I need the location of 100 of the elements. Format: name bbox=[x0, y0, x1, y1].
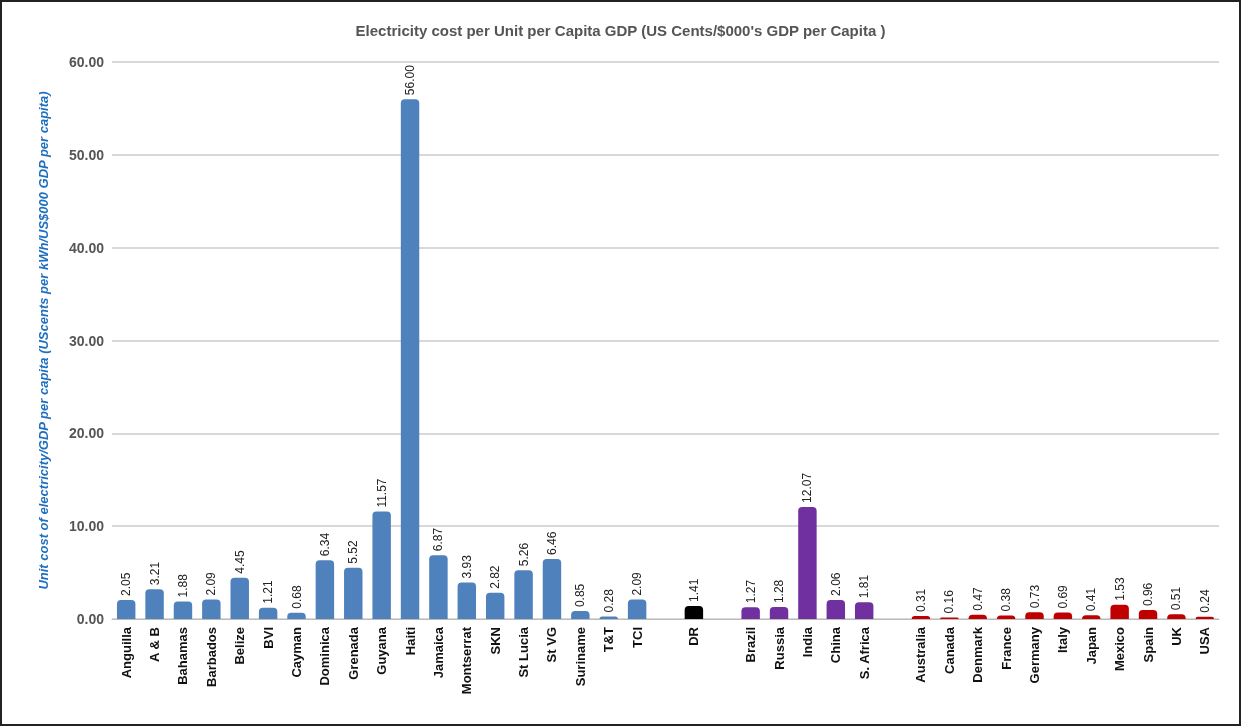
x-tick-label: A & B bbox=[147, 627, 163, 662]
x-tick-label: Spain bbox=[1140, 626, 1156, 663]
x-tick-label: Belize bbox=[232, 627, 248, 665]
data-label: 0.85 bbox=[573, 583, 588, 608]
data-label: 3.21 bbox=[147, 561, 162, 586]
bar bbox=[457, 582, 477, 619]
x-tick-label: Haiti bbox=[402, 627, 418, 656]
x-tick-label: UK bbox=[1168, 626, 1184, 646]
x-tick-label: Germany bbox=[1027, 626, 1042, 684]
bar bbox=[258, 607, 278, 619]
bar bbox=[116, 599, 136, 619]
data-label: 1.21 bbox=[261, 580, 276, 604]
data-label: 0.28 bbox=[601, 588, 616, 613]
x-tick-label: China bbox=[828, 626, 844, 664]
x-tick-label: Japan bbox=[1083, 626, 1099, 665]
data-label: 6.46 bbox=[544, 531, 559, 556]
data-label: 2.06 bbox=[828, 572, 843, 596]
x-tick-label: Bahamas bbox=[175, 627, 191, 685]
x-tick-label: Australia bbox=[913, 626, 929, 683]
bar bbox=[684, 605, 704, 619]
data-label: 2.82 bbox=[488, 565, 503, 589]
x-tick-label: USA bbox=[1197, 626, 1213, 655]
data-label: 0.38 bbox=[999, 587, 1014, 612]
bar bbox=[1110, 604, 1129, 619]
y-tick-label: 40.00 bbox=[68, 239, 105, 256]
x-tick-label: Italy bbox=[1055, 626, 1071, 654]
x-tick-label: Montserrat bbox=[459, 626, 475, 695]
data-label: 5.26 bbox=[516, 542, 531, 567]
data-label: 0.51 bbox=[1169, 586, 1184, 611]
data-label: 0.47 bbox=[970, 586, 985, 611]
bar bbox=[173, 601, 193, 619]
data-label: 0.31 bbox=[913, 588, 928, 613]
data-label: 1.81 bbox=[857, 574, 872, 599]
data-label: 0.41 bbox=[1084, 587, 1099, 612]
x-tick-label: S. Africa bbox=[856, 626, 872, 680]
x-tick-label: St VG bbox=[544, 627, 560, 663]
bar bbox=[429, 555, 448, 619]
data-label: 1.27 bbox=[743, 579, 758, 604]
bar bbox=[372, 511, 391, 619]
bar bbox=[798, 506, 817, 619]
bar bbox=[542, 559, 562, 619]
data-label: 1.28 bbox=[772, 579, 787, 604]
data-label: 3.93 bbox=[459, 554, 474, 579]
x-tick-label: Dominica bbox=[317, 626, 333, 686]
data-label: 11.57 bbox=[374, 478, 389, 508]
x-tick-label: TCI bbox=[629, 627, 645, 648]
x-tick-label: DR bbox=[686, 626, 702, 646]
data-label: 0.69 bbox=[1055, 584, 1070, 609]
x-tick-label: France bbox=[998, 627, 1014, 670]
x-tick-label: Anguilla bbox=[118, 626, 134, 679]
x-tick-label: Mexico bbox=[1112, 626, 1128, 672]
bar bbox=[1138, 610, 1158, 619]
bar bbox=[344, 567, 363, 619]
x-tick-label: BVI bbox=[260, 627, 276, 649]
x-tick-label: Jamaica bbox=[430, 626, 446, 679]
data-label: 0.96 bbox=[1141, 582, 1156, 607]
x-tick-label: India bbox=[799, 626, 815, 658]
y-axis-title: Unit cost of electricity/GDP per capita (UScents per kWh/US$000 GDP per capita) bbox=[36, 91, 51, 590]
bar bbox=[741, 607, 760, 619]
bar bbox=[485, 592, 505, 619]
x-tick-label: Russia bbox=[771, 626, 787, 670]
data-label: 6.34 bbox=[317, 532, 332, 557]
bar bbox=[627, 599, 647, 619]
data-label: 12.07 bbox=[800, 472, 815, 503]
data-label: 1.41 bbox=[686, 578, 701, 602]
data-label: 0.16 bbox=[942, 589, 957, 614]
data-label: 4.45 bbox=[232, 550, 247, 574]
x-tick-label: Guyana bbox=[374, 626, 390, 675]
y-tick-label: 60.00 bbox=[68, 54, 105, 70]
x-tick-label: Denmark bbox=[970, 626, 986, 683]
x-tick-label: St Lucia bbox=[516, 626, 532, 678]
y-tick-label: 30.00 bbox=[68, 332, 105, 349]
x-tick-label: Cayman bbox=[289, 626, 304, 678]
bar bbox=[202, 599, 221, 619]
data-label: 2.09 bbox=[630, 571, 645, 596]
bar bbox=[826, 599, 846, 619]
data-label: 0.68 bbox=[289, 585, 304, 609]
bar bbox=[400, 99, 420, 619]
x-tick-label: Canada bbox=[941, 626, 957, 674]
data-label: 0.24 bbox=[1197, 589, 1212, 613]
data-label: 56.00 bbox=[403, 64, 418, 96]
data-label: 2.05 bbox=[119, 572, 134, 596]
y-tick-label: 0.00 bbox=[76, 611, 105, 627]
x-tick-label: SKN bbox=[487, 627, 503, 655]
bar bbox=[514, 570, 533, 619]
y-tick-label: 20.00 bbox=[68, 425, 105, 442]
y-tick-label: 10.00 bbox=[68, 518, 105, 535]
chart-title: Electricity cost per Unit per Capita GDP (US Cents/$000's GDP per Capita ) bbox=[355, 22, 886, 39]
bar bbox=[315, 560, 335, 619]
data-label: 1.53 bbox=[1112, 577, 1127, 601]
x-tick-label: T&T bbox=[601, 626, 617, 653]
x-tick-label: Grenada bbox=[345, 626, 361, 680]
x-tick-label: Barbados bbox=[203, 627, 219, 687]
data-label: 2.09 bbox=[204, 571, 219, 596]
data-label: 5.52 bbox=[346, 540, 361, 564]
bar bbox=[230, 577, 249, 619]
y-tick-label: 50.00 bbox=[68, 146, 105, 163]
bar bbox=[769, 607, 789, 619]
x-tick-label: Brazil bbox=[743, 627, 759, 663]
bar bbox=[854, 602, 874, 619]
